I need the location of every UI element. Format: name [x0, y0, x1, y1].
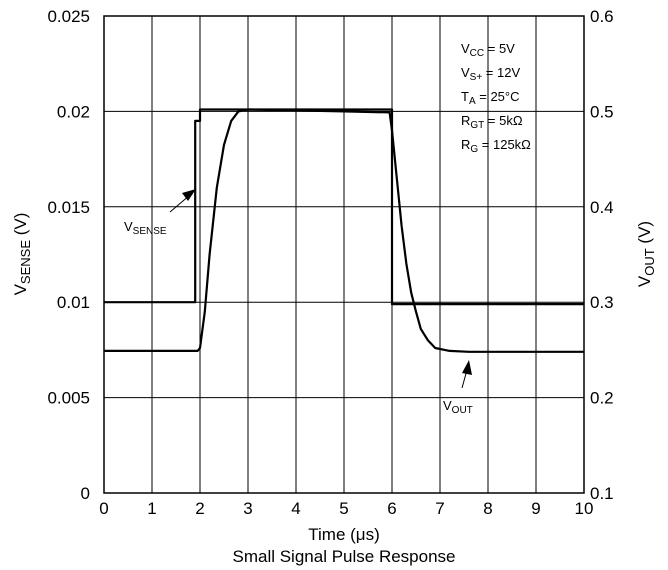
x-tick-label: 9 — [531, 499, 540, 518]
y-right-tick-label: 0.4 — [590, 198, 614, 217]
condition-rgt: RGT = 5kΩ — [461, 113, 523, 131]
x-tick-label: 1 — [147, 499, 156, 518]
series-line-vout — [104, 108, 584, 353]
vsense-arrowhead — [182, 189, 196, 201]
y-left-tick-label: 0.01 — [57, 293, 90, 312]
y-right-tick-label: 0.1 — [590, 484, 614, 503]
chart-title: Small Signal Pulse Response — [232, 547, 455, 566]
x-tick-label: 6 — [387, 499, 396, 518]
series-line-vsense — [104, 108, 584, 306]
x-tick-label: 10 — [575, 499, 594, 518]
x-tick-label: 4 — [291, 499, 300, 518]
y-right-axis-ticks: 0.1 0.2 0.3 0.4 0.5 0.6 — [590, 7, 614, 503]
y-left-tick-label: 0.015 — [47, 198, 90, 217]
y-left-tick-label: 0.005 — [47, 389, 90, 408]
x-axis-title: Time (μs) — [308, 525, 380, 544]
x-tick-label: 8 — [483, 499, 492, 518]
y-left-axis-ticks: 0 0.005 0.01 0.015 0.02 0.025 — [47, 7, 90, 503]
test-conditions: VCC = 5V VS+ = 12V TA = 25°C RGT = 5kΩ R… — [461, 41, 531, 155]
x-tick-label: 5 — [339, 499, 348, 518]
vout-arrowhead — [462, 360, 472, 375]
y-left-tick-label: 0.025 — [47, 7, 90, 26]
plot-frame — [103, 15, 585, 494]
grid — [103, 15, 585, 494]
condition-vcc: VCC = 5V — [461, 41, 515, 59]
vout-label: VOUT — [443, 398, 473, 416]
y-left-tick-label: 0.02 — [57, 102, 90, 121]
condition-vs: VS+ = 12V — [461, 65, 520, 83]
condition-ta: TA = 25°C — [461, 89, 520, 107]
x-tick-label: 7 — [435, 499, 444, 518]
x-tick-label: 3 — [243, 499, 252, 518]
y-left-tick-label: 0 — [81, 484, 90, 503]
condition-rg: RG = 125kΩ — [461, 137, 531, 155]
vsense-label: VSENSE — [124, 219, 167, 237]
y-right-tick-label: 0.6 — [590, 7, 614, 26]
series-lines — [104, 108, 584, 353]
x-tick-label: 0 — [99, 499, 108, 518]
y-right-tick-label: 0.3 — [590, 293, 614, 312]
x-axis-ticks: 0 1 2 3 4 5 6 7 8 9 10 — [99, 499, 593, 518]
x-tick-label: 2 — [195, 499, 204, 518]
y-right-tick-label: 0.2 — [590, 389, 614, 408]
y-right-tick-label: 0.5 — [590, 102, 614, 121]
y-right-axis-title: VOUT (V) — [635, 221, 657, 287]
y-left-axis-title: VSENSE (V) — [11, 213, 33, 296]
